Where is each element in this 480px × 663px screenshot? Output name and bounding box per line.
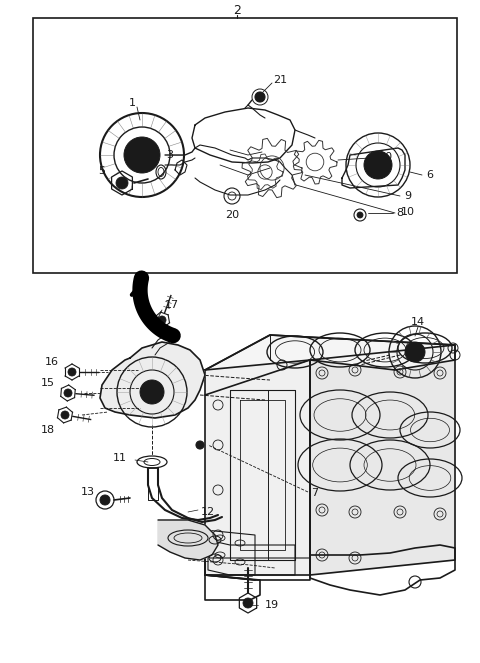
Text: 20: 20 <box>378 152 392 162</box>
Circle shape <box>64 389 72 397</box>
Text: 3: 3 <box>167 150 173 160</box>
Circle shape <box>364 151 392 179</box>
Text: 5: 5 <box>98 166 106 176</box>
Text: 4: 4 <box>146 155 154 165</box>
Text: 15: 15 <box>41 378 55 388</box>
Circle shape <box>158 316 166 324</box>
Text: 21: 21 <box>273 75 287 85</box>
Circle shape <box>140 380 164 404</box>
Text: 1: 1 <box>129 98 135 108</box>
Polygon shape <box>205 335 455 370</box>
Text: 8: 8 <box>396 208 404 218</box>
Circle shape <box>196 441 204 449</box>
Text: 18: 18 <box>41 425 55 435</box>
Text: 7: 7 <box>312 488 319 498</box>
Circle shape <box>255 92 265 102</box>
Text: 11: 11 <box>113 453 127 463</box>
Text: 17: 17 <box>165 300 179 310</box>
Text: 13: 13 <box>81 487 95 497</box>
Circle shape <box>116 177 128 189</box>
Text: 2: 2 <box>233 5 241 17</box>
Text: 12: 12 <box>201 507 215 517</box>
Polygon shape <box>158 520 218 560</box>
Circle shape <box>61 411 69 419</box>
Polygon shape <box>310 345 455 575</box>
Text: 6: 6 <box>427 170 433 180</box>
Circle shape <box>243 598 253 608</box>
Text: 10: 10 <box>401 207 415 217</box>
Text: 16: 16 <box>45 357 59 367</box>
Text: 19: 19 <box>265 600 279 610</box>
Circle shape <box>100 495 110 505</box>
Polygon shape <box>100 342 205 418</box>
Circle shape <box>124 137 160 173</box>
Text: 14: 14 <box>411 317 425 327</box>
Circle shape <box>357 212 363 218</box>
Polygon shape <box>205 360 310 575</box>
Circle shape <box>68 368 76 376</box>
Text: 9: 9 <box>405 191 411 201</box>
Circle shape <box>405 342 425 362</box>
Bar <box>33 18 457 273</box>
Text: 20: 20 <box>225 210 239 220</box>
